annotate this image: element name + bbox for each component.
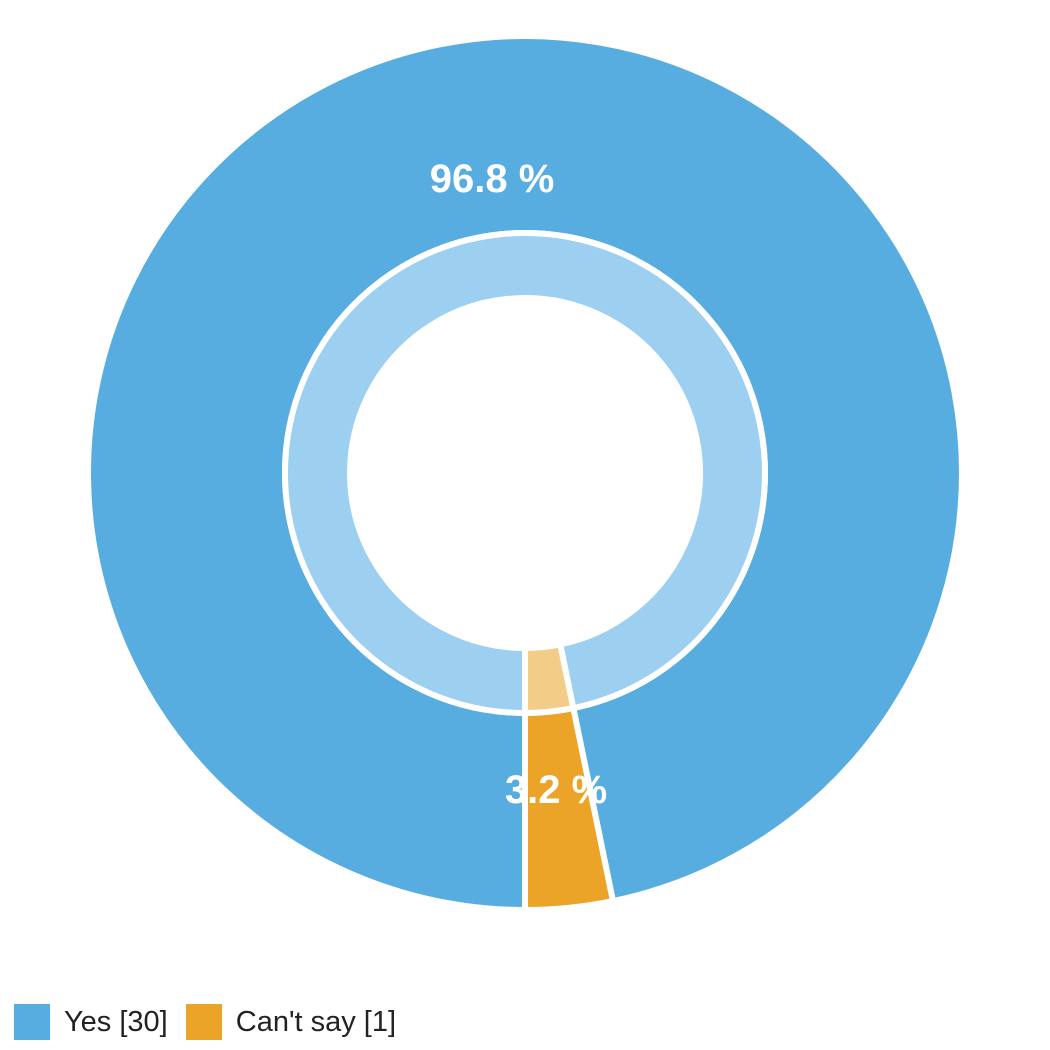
legend-swatch-cant-say <box>185 1004 222 1040</box>
legend: Yes [30] Can't say [1] <box>14 1000 414 1044</box>
slice-label-yes: 96.8 % <box>430 157 555 201</box>
slice-label-cant-say: 3.2 % <box>505 768 607 812</box>
legend-swatch-yes <box>14 1004 50 1040</box>
legend-item-cant-say[interactable]: Can't say [1] <box>185 1004 397 1040</box>
inner-slice-cant-say <box>522 640 577 717</box>
slice-labels: 96.8 % 3.2 % <box>430 157 607 812</box>
inner-ring <box>282 230 768 717</box>
inner-slice-yes <box>282 230 768 717</box>
donut-chart: 96.8 % 3.2 % <box>88 36 962 910</box>
legend-item-yes[interactable]: Yes [30] <box>14 1004 168 1040</box>
legend-label-yes: Yes [30] <box>64 1005 168 1038</box>
legend-label-cant-say: Can't say [1] <box>235 1005 397 1038</box>
